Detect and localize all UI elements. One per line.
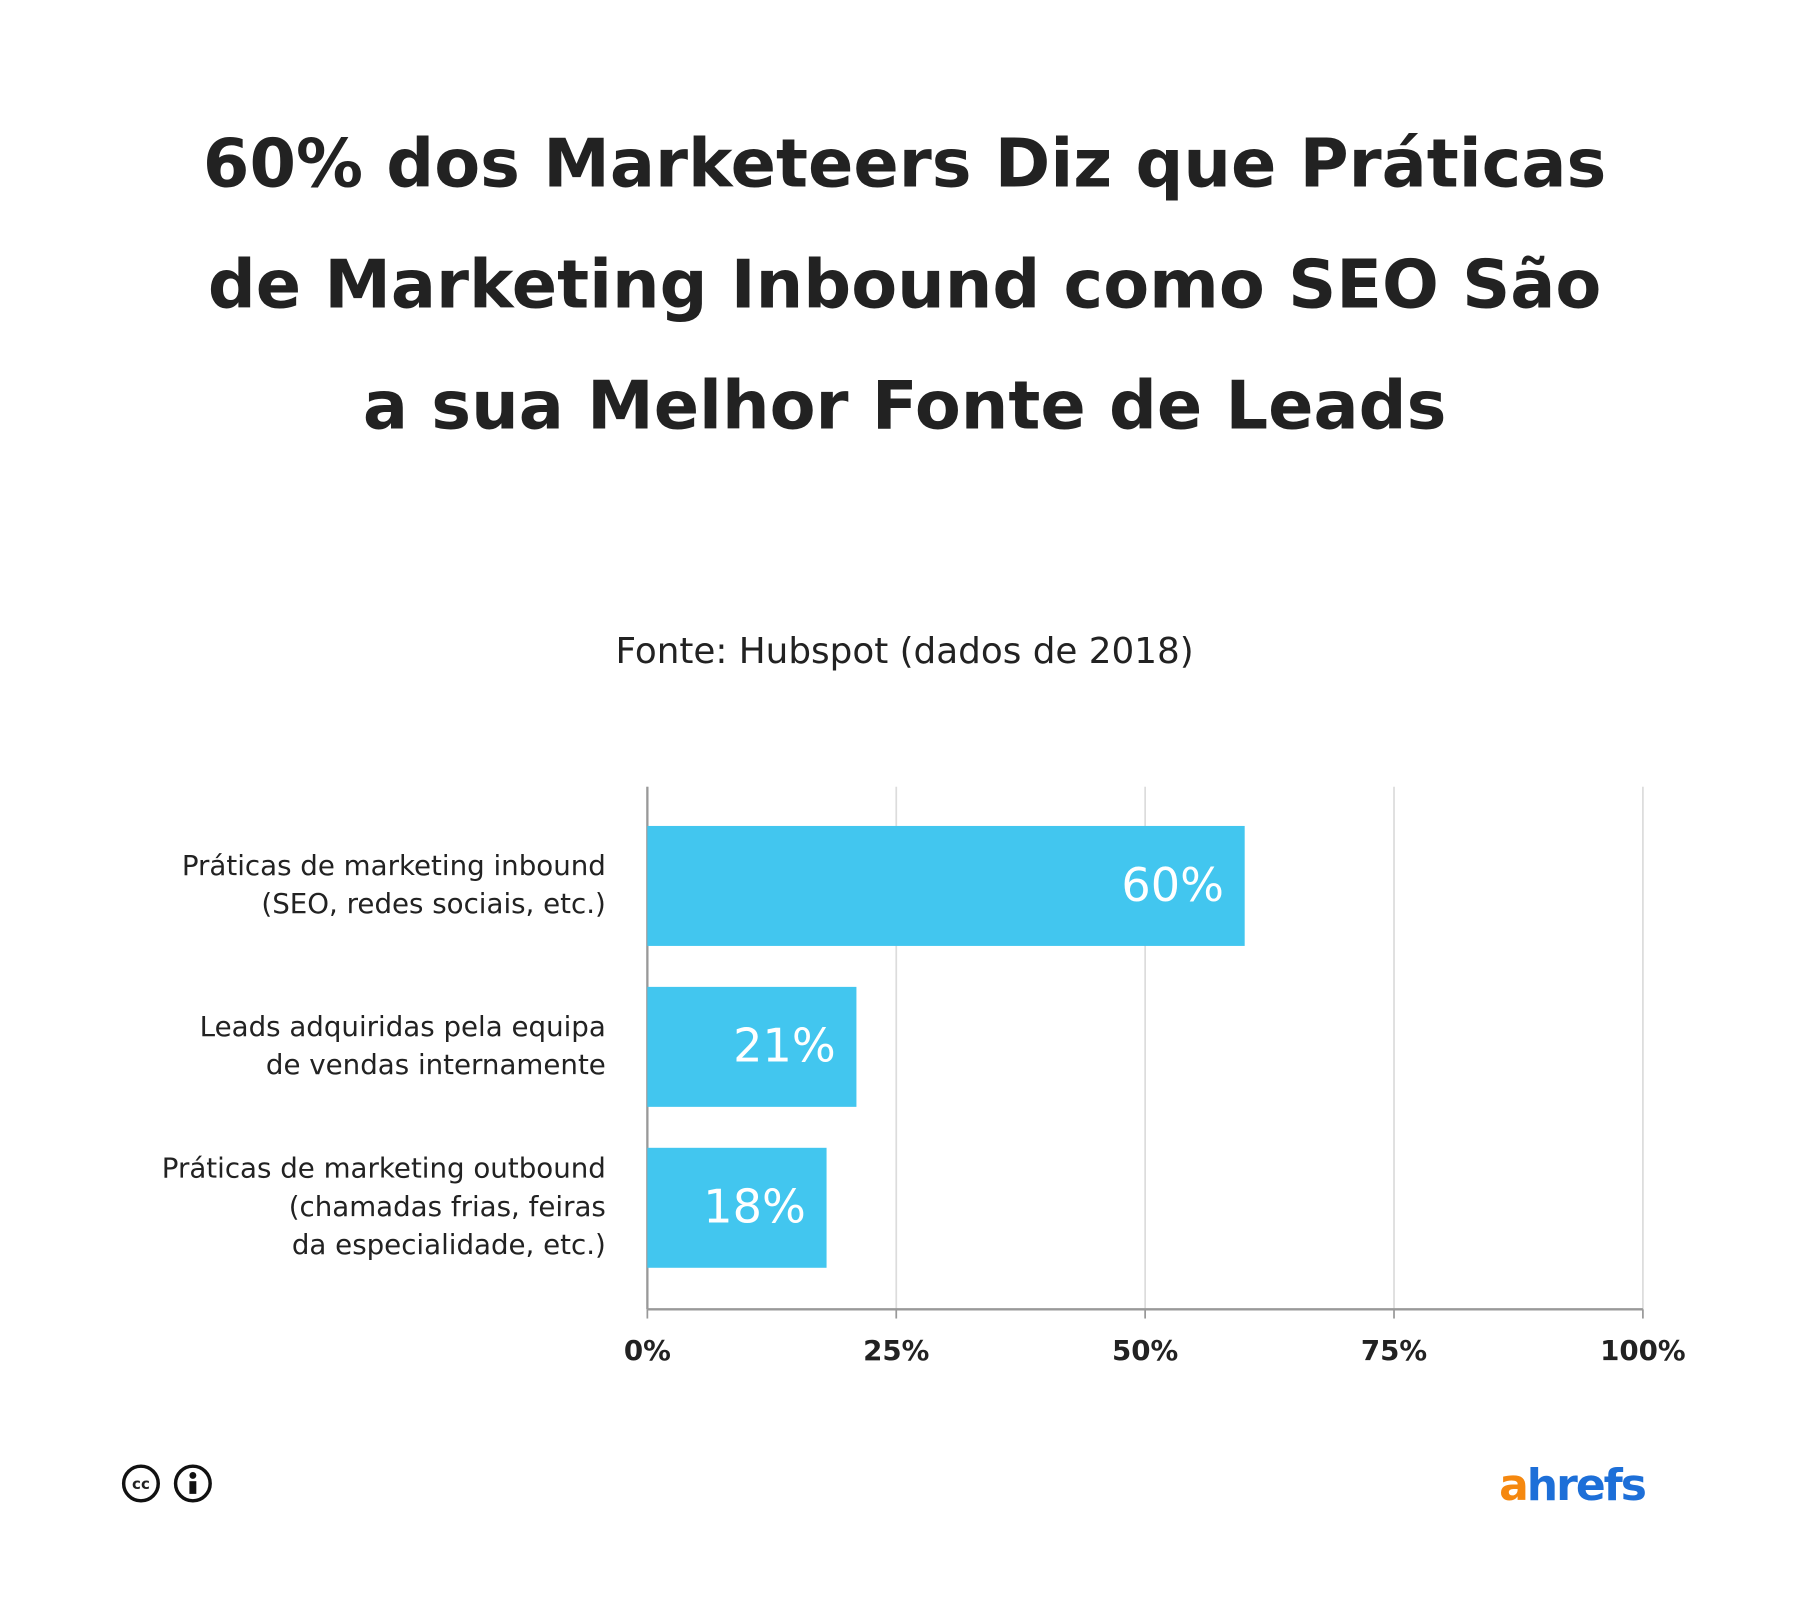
x-tick-label: 0% <box>624 1334 671 1367</box>
y-tick-label: Práticas de marketing inbound (SEO, redes… <box>182 849 606 920</box>
bar <box>647 986 857 1107</box>
chart-title: 60% dos Marketeers Diz que Práticas de Ma… <box>203 124 1606 444</box>
bar <box>647 1147 827 1268</box>
svg-text:cc: cc <box>132 1475 150 1493</box>
logo: ahrefs <box>1499 1460 1647 1511</box>
x-tick-label: 75% <box>1361 1334 1427 1367</box>
y-tick-label: Leads adquiridas pela equipa de vendas in… <box>200 1010 606 1081</box>
value-label: 21% <box>733 1019 836 1073</box>
x-tick-label: 100% <box>1600 1334 1686 1367</box>
y-tick-label: Práticas de marketing outbound (chamadas … <box>162 1152 606 1261</box>
bar <box>647 825 1245 946</box>
cc-icons: cc <box>121 1464 212 1503</box>
subtitle: Fonte: Hubspot (dados de 2018) <box>616 631 1194 672</box>
x-tick-label: 25% <box>863 1334 929 1367</box>
value-label: 60% <box>1121 858 1224 912</box>
x-tick-label: 50% <box>1112 1334 1178 1367</box>
value-label: 18% <box>703 1180 806 1234</box>
